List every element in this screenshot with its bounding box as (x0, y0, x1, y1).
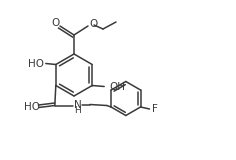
Text: O: O (51, 18, 60, 28)
Text: F: F (152, 104, 157, 114)
Text: HO: HO (24, 103, 40, 112)
Text: H: H (74, 106, 81, 115)
Text: OH: OH (109, 81, 125, 92)
Text: N: N (74, 100, 82, 109)
Text: O: O (89, 19, 97, 29)
Text: HO: HO (28, 59, 44, 68)
